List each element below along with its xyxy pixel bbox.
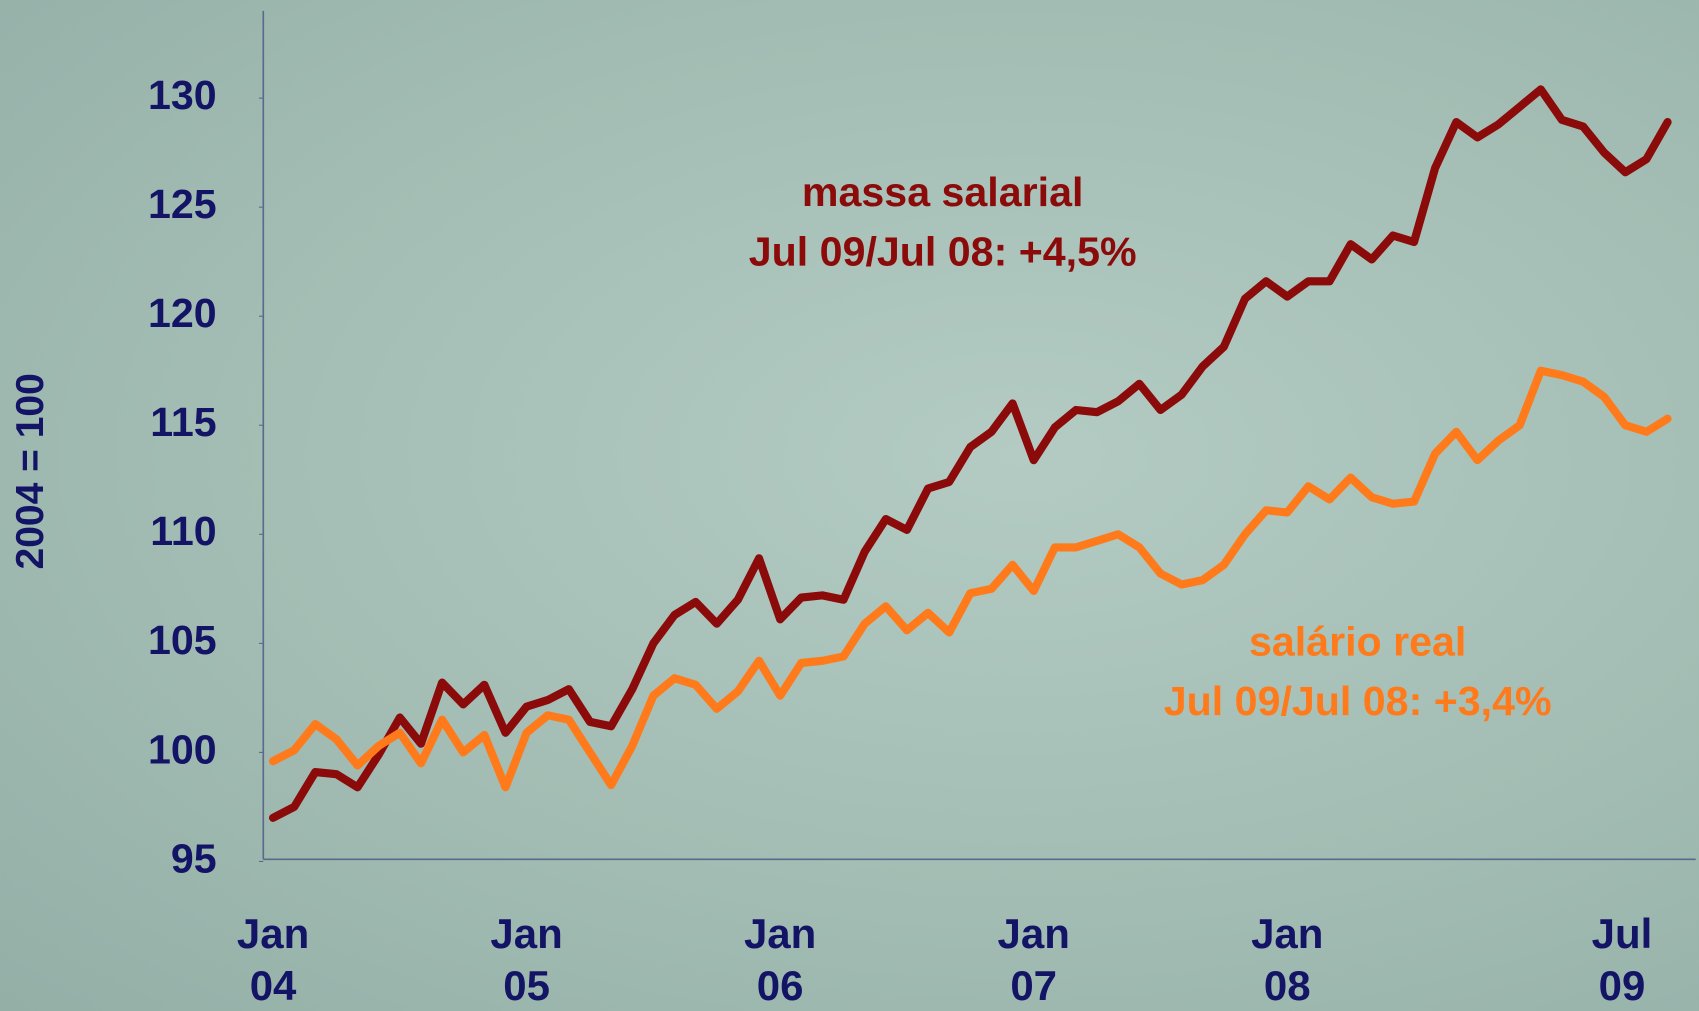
y-tick-label: 130 bbox=[148, 72, 217, 118]
y-tick-label: 125 bbox=[148, 181, 217, 227]
y-tick-label: 115 bbox=[150, 399, 216, 445]
series-line bbox=[268, 366, 1672, 792]
annotation: massa salarial bbox=[802, 169, 1083, 215]
x-tick-label: Jan 08 bbox=[1251, 910, 1324, 1009]
y-tick-label: 100 bbox=[148, 726, 217, 772]
x-tick-label: Jul 09 bbox=[1591, 910, 1653, 1009]
annotation: Jul 09/Jul 08: +4,5% bbox=[749, 229, 1137, 275]
annotation: Jul 09/Jul 08: +3,4% bbox=[1164, 678, 1552, 724]
annotation: salário real bbox=[1249, 619, 1466, 665]
x-tick-label: Jan 04 bbox=[236, 910, 310, 1009]
y-tick-label: 95 bbox=[171, 835, 217, 881]
y-tick-label: 105 bbox=[148, 617, 217, 663]
y-tick-label: 110 bbox=[150, 508, 216, 554]
y-tick-label: 120 bbox=[148, 290, 217, 336]
x-tick-label: Jan 05 bbox=[490, 910, 563, 1009]
x-tick-label: Jan 06 bbox=[743, 910, 817, 1009]
x-tick-label: Jan 07 bbox=[997, 910, 1070, 1009]
series-line bbox=[268, 85, 1672, 822]
y-axis-label: 2004 = 100 bbox=[9, 373, 52, 569]
